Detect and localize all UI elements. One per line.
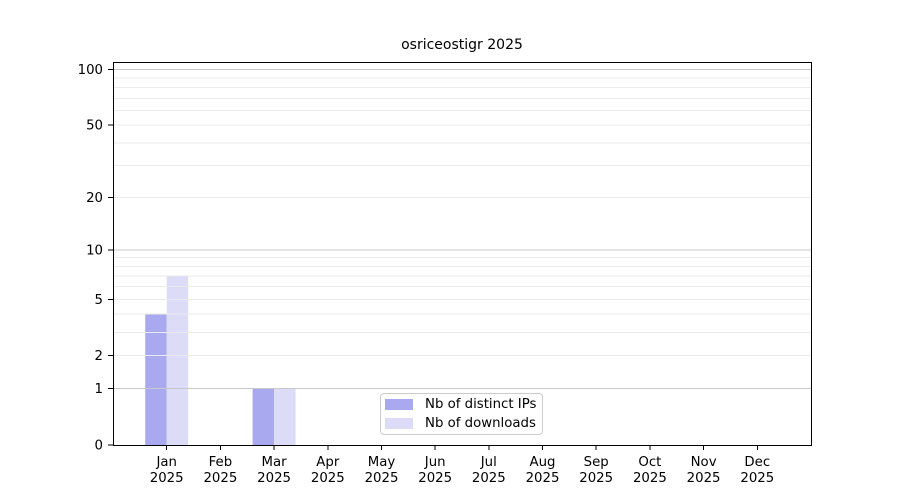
x-tick-label-year: 2025: [526, 471, 560, 486]
bar: [274, 388, 296, 445]
y-tick-label: 50: [86, 119, 103, 134]
x-tick-label-year: 2025: [311, 471, 345, 486]
bar: [145, 314, 167, 445]
x-tick-label-year: 2025: [418, 471, 452, 486]
legend: Nb of distinct IPs Nb of downloads: [380, 393, 543, 435]
x-tick-label-month: Sep: [584, 455, 609, 470]
x-tick-label-month: Feb: [209, 455, 233, 470]
x-tick-label-year: 2025: [203, 471, 237, 486]
x-tick-label-year: 2025: [579, 471, 613, 486]
x-tick-label-year: 2025: [687, 471, 721, 486]
x-tick-label-month: Aug: [530, 455, 556, 470]
y-tick-label: 20: [86, 191, 103, 206]
x-tick-label-month: Mar: [262, 455, 288, 470]
x-tick-label-month: May: [368, 455, 396, 470]
x-tick-label-year: 2025: [633, 471, 667, 486]
x-tick-label-month: Jun: [424, 455, 446, 470]
x-tick-label-year: 2025: [150, 471, 184, 486]
legend-swatch-downloads: [385, 418, 413, 429]
legend-label-distinct-ips: Nb of distinct IPs: [425, 397, 537, 412]
x-tick-label-month: Nov: [691, 455, 717, 470]
x-tick-label-year: 2025: [740, 471, 774, 486]
x-tick-label-month: Dec: [744, 455, 770, 470]
y-tick-label: 2: [95, 349, 103, 364]
x-tick-label-month: Jan: [155, 455, 177, 470]
x-tick-label-year: 2025: [365, 471, 399, 486]
y-tick-label: 100: [78, 63, 103, 78]
axes-frame: [113, 62, 812, 446]
y-tick-label: 10: [86, 244, 103, 259]
legend-label-downloads: Nb of downloads: [425, 416, 536, 431]
y-tick-label: 1: [95, 382, 103, 397]
x-tick-label-month: Jul: [480, 455, 497, 470]
x-tick-label-month: Apr: [316, 455, 340, 470]
x-tick-label-year: 2025: [257, 471, 291, 486]
chart-title: osriceostigr 2025: [401, 37, 523, 53]
bar: [252, 388, 275, 445]
y-tick-label: 0: [95, 439, 103, 454]
x-tick-label-month: Oct: [638, 455, 661, 470]
bar: [166, 275, 189, 445]
legend-entry-distinct-ips: Nb of distinct IPs: [385, 397, 542, 413]
legend-entry-downloads: Nb of downloads: [385, 416, 542, 432]
x-tick-label-year: 2025: [472, 471, 506, 486]
y-tick-label: 5: [95, 293, 103, 308]
legend-swatch-distinct-ips: [385, 399, 413, 410]
